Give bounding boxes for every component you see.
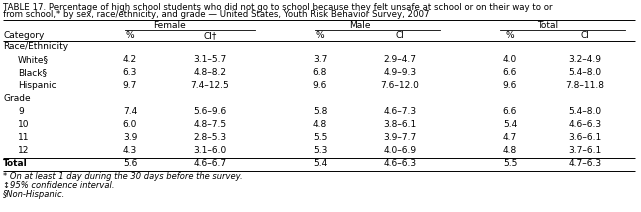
Text: Total: Total [537,21,558,30]
Text: from school,* by sex, race/ethnicity, and grade — United States, Youth Risk Beha: from school,* by sex, race/ethnicity, an… [3,10,429,19]
Text: Hispanic: Hispanic [18,81,56,90]
Text: 5.4: 5.4 [313,159,327,168]
Text: 2.8–5.3: 2.8–5.3 [194,133,226,142]
Text: 4.6–6.3: 4.6–6.3 [383,159,417,168]
Text: 6.6: 6.6 [503,107,517,116]
Text: 9.7: 9.7 [123,81,137,90]
Text: 9.6: 9.6 [313,81,327,90]
Text: CI†: CI† [203,31,217,40]
Text: 4.0: 4.0 [503,55,517,64]
Text: 5.3: 5.3 [313,146,327,155]
Text: %: % [126,31,135,40]
Text: 10: 10 [18,120,29,129]
Text: 3.7: 3.7 [313,55,327,64]
Text: 4.2: 4.2 [123,55,137,64]
Text: 4.3: 4.3 [123,146,137,155]
Text: 4.8: 4.8 [503,146,517,155]
Text: 3.1–6.0: 3.1–6.0 [194,146,227,155]
Text: 4.7–6.3: 4.7–6.3 [569,159,601,168]
Text: Black§: Black§ [18,68,47,77]
Text: 3.9: 3.9 [123,133,137,142]
Text: 4.8–7.5: 4.8–7.5 [194,120,226,129]
Text: 7.4–12.5: 7.4–12.5 [190,81,229,90]
Text: 9: 9 [18,107,24,116]
Text: Category: Category [3,31,44,40]
Text: * On at least 1 day during the 30 days before the survey.: * On at least 1 day during the 30 days b… [3,172,243,181]
Text: 3.8–6.1: 3.8–6.1 [383,120,417,129]
Text: Total: Total [3,159,28,168]
Text: 5.4–8.0: 5.4–8.0 [569,68,601,77]
Text: 5.5: 5.5 [313,133,327,142]
Text: 7.6–12.0: 7.6–12.0 [381,81,419,90]
Text: 4.7: 4.7 [503,133,517,142]
Text: 5.8: 5.8 [313,107,327,116]
Text: CI: CI [395,31,404,40]
Text: 3.9–7.7: 3.9–7.7 [383,133,417,142]
Text: Race/Ethnicity: Race/Ethnicity [3,42,68,51]
Text: 4.6–6.7: 4.6–6.7 [194,159,226,168]
Text: 5.4–8.0: 5.4–8.0 [569,107,601,116]
Text: §Non-Hispanic.: §Non-Hispanic. [3,190,65,199]
Text: 3.6–6.1: 3.6–6.1 [569,133,602,142]
Text: 3.2–4.9: 3.2–4.9 [569,55,601,64]
Text: TABLE 17. Percentage of high school students who did not go to school because th: TABLE 17. Percentage of high school stud… [3,3,553,12]
Text: 2.9–4.7: 2.9–4.7 [383,55,417,64]
Text: 6.8: 6.8 [313,68,327,77]
Text: 3.7–6.1: 3.7–6.1 [569,146,602,155]
Text: Male: Male [349,21,370,30]
Text: 4.6–6.3: 4.6–6.3 [569,120,601,129]
Text: 7.8–11.8: 7.8–11.8 [565,81,604,90]
Text: Female: Female [154,21,187,30]
Text: 5.6: 5.6 [123,159,137,168]
Text: 7.4: 7.4 [123,107,137,116]
Text: 4.8–8.2: 4.8–8.2 [194,68,226,77]
Text: 4.6–7.3: 4.6–7.3 [383,107,417,116]
Text: 12: 12 [18,146,29,155]
Text: CI: CI [581,31,590,40]
Text: 6.0: 6.0 [123,120,137,129]
Text: 11: 11 [18,133,29,142]
Text: %: % [315,31,324,40]
Text: 4.9–9.3: 4.9–9.3 [383,68,417,77]
Text: 5.6–9.6: 5.6–9.6 [194,107,227,116]
Text: 6.3: 6.3 [123,68,137,77]
Text: 5.5: 5.5 [503,159,517,168]
Text: %: % [506,31,514,40]
Text: 6.6: 6.6 [503,68,517,77]
Text: 5.4: 5.4 [503,120,517,129]
Text: White§: White§ [18,55,49,64]
Text: 9.6: 9.6 [503,81,517,90]
Text: ↕95% confidence interval.: ↕95% confidence interval. [3,181,115,190]
Text: 4.8: 4.8 [313,120,327,129]
Text: 3.1–5.7: 3.1–5.7 [194,55,227,64]
Text: Grade: Grade [3,94,31,103]
Text: 4.0–6.9: 4.0–6.9 [383,146,417,155]
